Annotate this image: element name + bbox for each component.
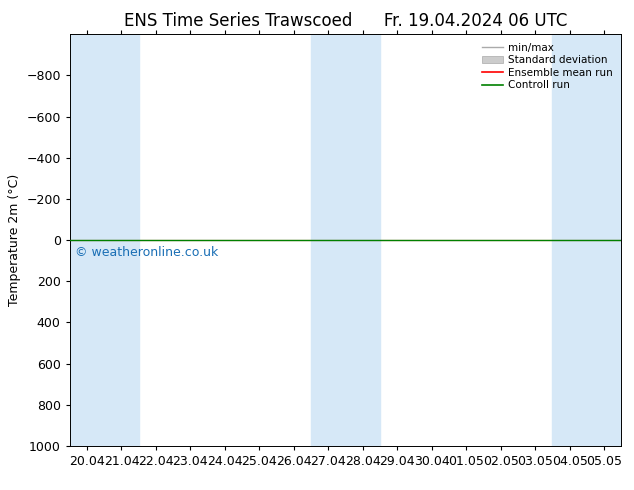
Y-axis label: Temperature 2m (°C): Temperature 2m (°C): [8, 174, 21, 306]
Bar: [311, 34, 380, 446]
Bar: [70, 34, 139, 446]
Legend: min/max, Standard deviation, Ensemble mean run, Controll run: min/max, Standard deviation, Ensemble me…: [479, 40, 616, 94]
Title: ENS Time Series Trawscoed      Fr. 19.04.2024 06 UTC: ENS Time Series Trawscoed Fr. 19.04.2024…: [124, 12, 567, 30]
Text: © weatheronline.co.uk: © weatheronline.co.uk: [75, 246, 219, 259]
Bar: [552, 34, 621, 446]
